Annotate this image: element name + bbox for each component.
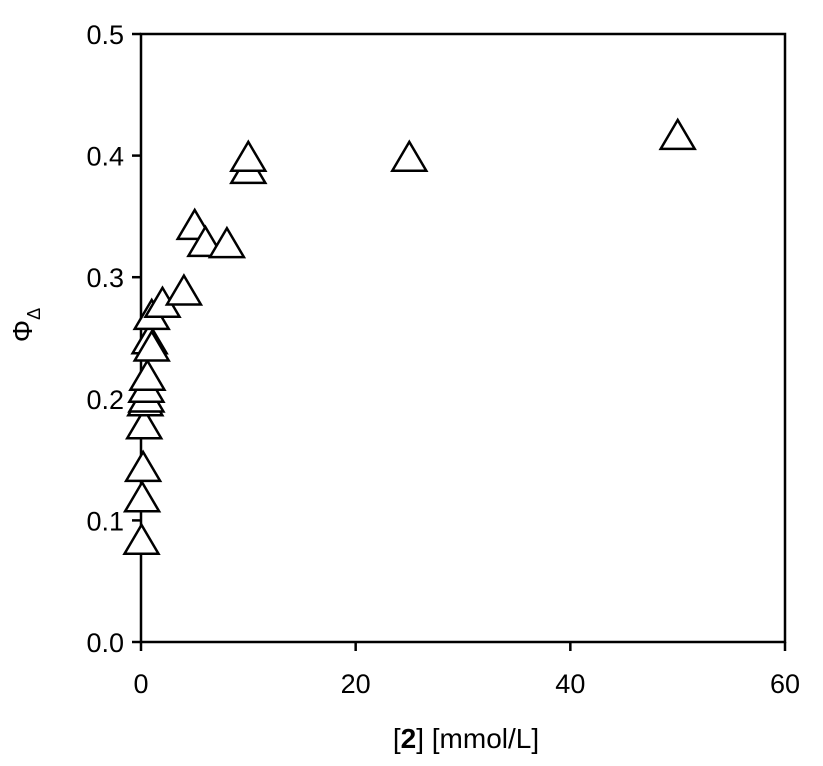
- y-tick-label: 0.2: [86, 385, 124, 415]
- y-axis-title: ΦΔ: [7, 308, 44, 342]
- data-point-triangle: [122, 522, 161, 556]
- data-point-triangle: [132, 329, 171, 362]
- x-tick-label: 60: [770, 669, 800, 699]
- data-point-triangle: [122, 479, 162, 513]
- x-axis-title-suffix: ] [mmol/L]: [416, 723, 539, 754]
- y-axis-title-main: Φ: [7, 320, 38, 342]
- data-point-triangle: [164, 273, 204, 306]
- data-point-triangle: [207, 225, 247, 259]
- y-tick-label: 0.5: [86, 20, 124, 50]
- data-points: [122, 117, 697, 556]
- x-axis-title: [2] [mmol/L]: [393, 723, 539, 754]
- y-axis-title-sub: Δ: [24, 308, 44, 320]
- x-tick-label: 40: [555, 669, 585, 699]
- plot-area: [139, 32, 787, 644]
- y-axis-ticks: 0.0 0.1 0.2 0.3 0.4 0.5: [86, 20, 141, 658]
- x-tick-label: 0: [133, 669, 148, 699]
- y-tick-label: 0.0: [86, 628, 124, 658]
- x-axis-title-bold: 2: [401, 723, 417, 754]
- data-point-triangle: [123, 449, 163, 483]
- y-tick-label: 0.1: [86, 506, 124, 536]
- data-point-triangle: [128, 358, 167, 391]
- x-tick-label: 20: [341, 669, 371, 699]
- y-tick-label: 0.4: [86, 142, 124, 172]
- plot-frame: [139, 32, 787, 644]
- x-axis-title-prefix: [: [393, 723, 401, 754]
- data-point-triangle: [229, 139, 268, 173]
- data-point-triangle: [390, 139, 429, 173]
- data-point-triangle: [658, 117, 697, 151]
- x-axis-ticks: 0 20 40 60: [133, 642, 800, 699]
- data-point-triangle: [125, 406, 164, 440]
- y-tick-label: 0.3: [86, 263, 124, 293]
